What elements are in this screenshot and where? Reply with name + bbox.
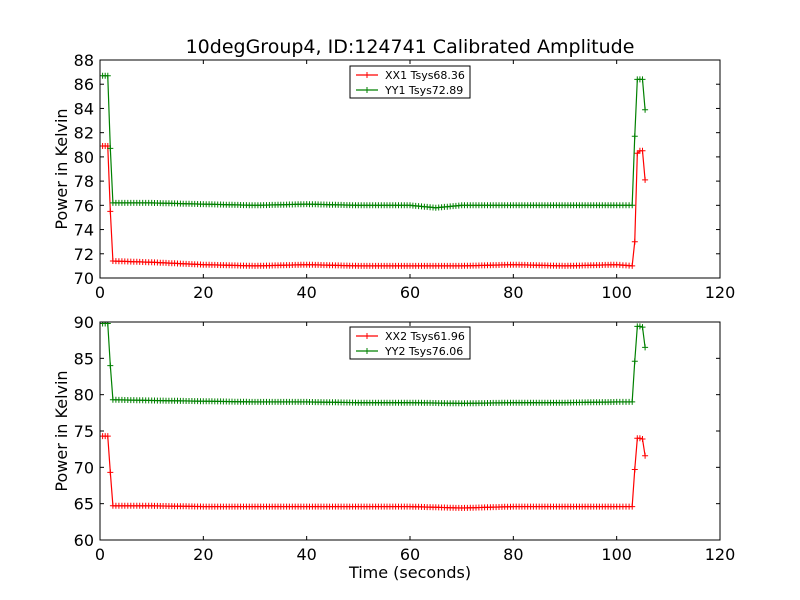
x-tick-label: 100: [601, 545, 632, 564]
chart-title: 10degGroup4, ID:124741 Calibrated Amplit…: [186, 36, 635, 58]
x-tick-label: 20: [193, 283, 213, 302]
x-tick-label: 100: [601, 283, 632, 302]
series-1: [100, 322, 649, 407]
legend-label: YY2 Tsys76.06: [384, 345, 463, 358]
series-1: [100, 72, 649, 211]
legend-label: XX2 Tsys61.96: [385, 330, 465, 343]
series-0: [100, 143, 649, 269]
legend-marker: [364, 348, 370, 354]
y-tick-label: 70: [74, 269, 94, 288]
plot-area: [100, 72, 649, 269]
x-tick-label: 40: [296, 283, 316, 302]
legend: XX1 Tsys68.36 YY1 Tsys72.89: [349, 65, 471, 99]
y-tick-label: 86: [74, 75, 94, 94]
legend-box: [349, 326, 471, 360]
x-tick-label: 40: [296, 545, 316, 564]
legend: XX2 Tsys61.96 YY2 Tsys76.06: [349, 326, 471, 360]
x-tick-label: 120: [705, 545, 736, 564]
x-tick-label: 120: [705, 283, 736, 302]
series-markers: [100, 433, 649, 511]
y-tick-label: 76: [74, 196, 94, 215]
y-tick-label: 84: [74, 99, 94, 118]
x-tick-label: 80: [503, 545, 523, 564]
y-tick-label: 74: [74, 221, 94, 240]
series-markers: [100, 322, 649, 407]
x-tick-label: 20: [193, 545, 213, 564]
legend-marker: [364, 87, 370, 93]
y-tick-label: 90: [74, 313, 94, 332]
y-tick-label: 78: [74, 172, 94, 191]
series-markers: [100, 143, 649, 269]
series-markers: [100, 72, 649, 211]
y-axis-label: Power in Kelvin: [52, 370, 71, 491]
y-tick-label: 80: [74, 386, 94, 405]
y-tick-label: 75: [74, 422, 94, 441]
y-axis-label: Power in Kelvin: [52, 108, 71, 229]
x-tick-label: 80: [503, 283, 523, 302]
y-tick-label: 65: [74, 495, 94, 514]
legend-box: [349, 65, 471, 99]
legend-marker: [364, 72, 370, 78]
plot-area: [100, 322, 649, 511]
x-axis-label: Time (seconds): [348, 563, 471, 582]
series-0: [100, 433, 649, 511]
legend-label: XX1 Tsys68.36: [385, 69, 465, 82]
bottom-plot-panel: 0 20 40 60 80 100 120 60 65 70 75 80 85 90 Power in Ke…: [52, 313, 735, 582]
legend-marker: [364, 333, 370, 339]
y-tick-label: 72: [74, 245, 94, 264]
y-tick-label: 60: [74, 531, 94, 550]
y-tick-label: 82: [74, 124, 94, 143]
y-tick-label: 85: [74, 349, 94, 368]
x-tick-label: 60: [400, 283, 420, 302]
y-tick-label: 88: [74, 51, 94, 70]
y-tick-label: 80: [74, 148, 94, 167]
x-tick-label: 0: [95, 283, 105, 302]
x-tick-label: 60: [400, 545, 420, 564]
top-plot-panel: 0 20 40 60 80 100 120 70 72 74 76 78 80 82 84 86 88 Power…: [52, 51, 735, 302]
y-tick-label: 70: [74, 458, 94, 477]
x-tick-label: 0: [95, 545, 105, 564]
legend-label: YY1 Tsys72.89: [384, 84, 463, 97]
